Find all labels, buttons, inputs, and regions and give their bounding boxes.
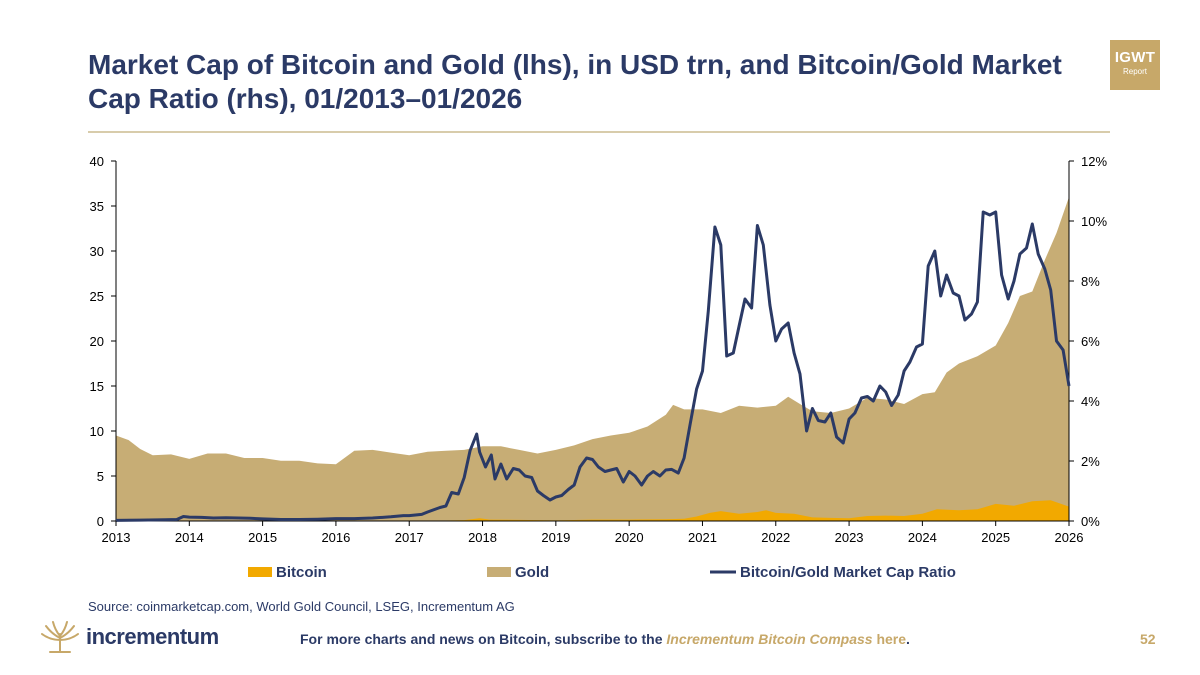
legend-bitcoin-swatch — [248, 567, 272, 577]
bitcoin-compass-link[interactable]: Incrementum Bitcoin Compass — [666, 631, 873, 647]
y-right-tick-label: 2% — [1081, 454, 1100, 469]
igwt-report-badge: IGWT Report — [1110, 40, 1160, 90]
incrementum-tree-logo-icon — [41, 621, 79, 653]
legend-gold-swatch — [487, 567, 511, 577]
y-right-tick-label: 8% — [1081, 274, 1100, 289]
x-tick-label: 2014 — [175, 530, 204, 545]
badge-subtitle: Report — [1122, 67, 1147, 76]
legend-ratio-label: Bitcoin/Gold Market Cap Ratio — [740, 564, 956, 581]
page-number: 52 — [1140, 631, 1156, 647]
y-left-tick-label: 0 — [97, 514, 104, 529]
x-tick-label: 2019 — [541, 530, 570, 545]
y-right-tick-label: 10% — [1081, 214, 1107, 229]
x-tick-label: 2020 — [615, 530, 644, 545]
y-right-tick-label: 6% — [1081, 334, 1100, 349]
page-title: Market Cap of Bitcoin and Gold (lhs), in… — [88, 49, 1062, 114]
x-tick-label: 2015 — [248, 530, 277, 545]
y-left-tick-label: 40 — [90, 154, 104, 169]
brand-wordmark: incrementum — [86, 624, 219, 649]
x-tick-label: 2013 — [102, 530, 131, 545]
footer-suffix: . — [906, 631, 910, 647]
x-tick-label: 2023 — [835, 530, 864, 545]
title-divider — [88, 131, 1110, 133]
x-tick-label: 2024 — [908, 530, 937, 545]
y-left-tick-label: 15 — [90, 379, 104, 394]
badge-title: IGWT — [1114, 49, 1156, 66]
y-right-tick-label: 12% — [1081, 154, 1107, 169]
x-tick-label: 2025 — [981, 530, 1010, 545]
y-left-tick-label: 10 — [90, 424, 104, 439]
here-link[interactable]: here — [876, 631, 907, 647]
gold-area-series — [116, 197, 1069, 521]
legend-gold-label: Gold — [515, 564, 549, 581]
source-note: Source: coinmarketcap.com, World Gold Co… — [88, 599, 515, 614]
footer-subscribe-note: For more charts and news on Bitcoin, sub… — [300, 631, 910, 647]
x-tick-label: 2018 — [468, 530, 497, 545]
y-left-tick-label: 5 — [97, 469, 104, 484]
x-tick-label: 2016 — [321, 530, 350, 545]
bitcoin-area-series — [116, 500, 1069, 521]
x-tick-label: 2026 — [1055, 530, 1084, 545]
y-left-tick-label: 20 — [90, 334, 104, 349]
y-right-tick-label: 4% — [1081, 394, 1100, 409]
y-right-tick-label: 0% — [1081, 514, 1100, 529]
footer-prefix: For more charts and news on Bitcoin, sub… — [300, 631, 667, 647]
y-left-tick-label: 25 — [90, 289, 104, 304]
ratio-line-series — [115, 210, 1071, 522]
x-tick-label: 2017 — [395, 530, 424, 545]
y-left-tick-label: 35 — [90, 199, 104, 214]
x-tick-label: 2021 — [688, 530, 717, 545]
y-left-tick-label: 30 — [90, 244, 104, 259]
x-tick-label: 2022 — [761, 530, 790, 545]
legend-bitcoin-label: Bitcoin — [276, 564, 327, 581]
